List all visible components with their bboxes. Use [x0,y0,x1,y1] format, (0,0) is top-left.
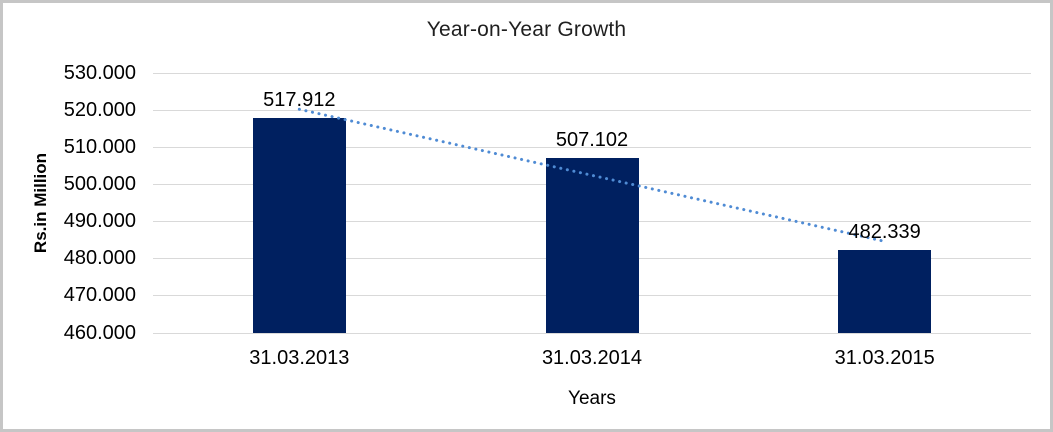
data-label: 482.339 [848,221,921,244]
y-tick-label: 500.000 [63,172,136,195]
y-tick-label: 530.000 [63,61,136,84]
y-tick-label: 480.000 [63,247,136,270]
x-tick-label: 31.03.2013 [249,347,350,369]
gridline [153,332,1031,334]
data-label: 517.912 [263,88,336,111]
bar-31.03.2015 [838,250,932,333]
x-tick-label: 31.03.2014 [541,347,643,369]
y-tick-label: 510.000 [63,135,136,158]
bar-31.03.2014 [545,158,639,333]
x-axis-title: Years [568,388,616,409]
data-label: 507.102 [555,129,629,152]
gridline [153,72,1031,74]
y-tick-label: 460.000 [63,321,136,344]
y-tick-label: 470.000 [63,284,136,307]
y-tick-label: 520.000 [63,98,136,121]
bar-31.03.2013 [252,117,346,333]
chart-title: Year-on-Year Growth [426,18,627,41]
x-tick-label: 31.03.2015 [834,347,935,369]
y-tick-label: 490.000 [63,210,136,233]
